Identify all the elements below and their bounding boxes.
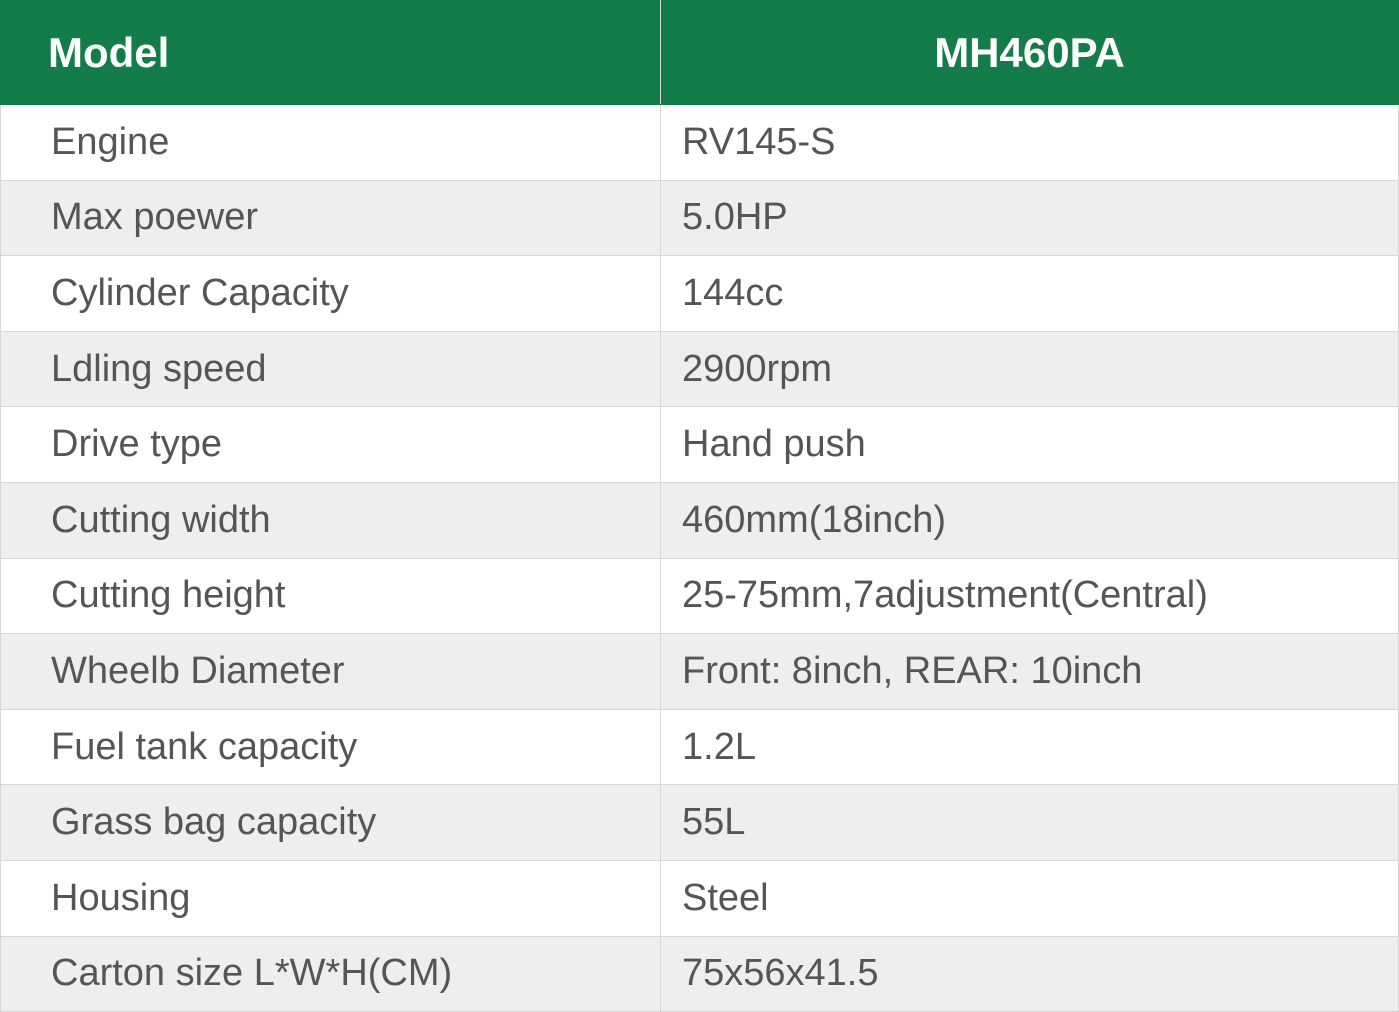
header-row: Model MH460PA: [0, 0, 1399, 105]
table-row: Wheelb Diameter Front: 8inch, REAR: 10inc…: [0, 633, 1399, 710]
spec-label: Ldling speed: [0, 330, 661, 408]
spec-value: 5.0HP: [660, 179, 1399, 257]
spec-value: 75x56x41.5: [660, 935, 1399, 1012]
spec-value: Front: 8inch, REAR: 10inch: [660, 633, 1399, 710]
table-row: Ldling speed 2900rpm: [0, 330, 1399, 408]
spec-value: 25-75mm,7adjustment(Central): [660, 557, 1399, 635]
table-row: Housing Steel: [0, 859, 1399, 937]
spec-value: 55L: [660, 784, 1399, 861]
spec-value: 1.2L: [660, 708, 1399, 786]
table-row: Drive type Hand push: [0, 406, 1399, 483]
spec-label: Fuel tank capacity: [0, 708, 661, 786]
table-row: Cutting width 460mm(18inch): [0, 481, 1399, 559]
table-row: Max poewer 5.0HP: [0, 179, 1399, 257]
spec-value: 2900rpm: [660, 330, 1399, 408]
table-row: Grass bag capacity 55L: [0, 784, 1399, 861]
spec-value: 144cc: [660, 255, 1399, 332]
table-row: Cylinder Capacity 144cc: [0, 255, 1399, 332]
spec-label: Cutting width: [0, 481, 661, 559]
spec-label: Housing: [0, 859, 661, 937]
spec-label: Cutting height: [0, 557, 661, 635]
table-row: Fuel tank capacity 1.2L: [0, 708, 1399, 786]
spec-label: Drive type: [0, 406, 661, 483]
header-model: MH460PA: [660, 0, 1399, 105]
spec-label: Grass bag capacity: [0, 784, 661, 861]
spec-value: Hand push: [660, 406, 1399, 483]
spec-value: Steel: [660, 859, 1399, 937]
spec-value: RV145-S: [660, 104, 1399, 181]
spec-label: Cylinder Capacity: [0, 255, 661, 332]
spec-label: Engine: [0, 104, 661, 181]
spec-value: 460mm(18inch): [660, 481, 1399, 559]
spec-label: Wheelb Diameter: [0, 633, 661, 710]
spec-label: Carton size L*W*H(CM): [0, 935, 661, 1012]
spec-label: Max poewer: [0, 179, 661, 257]
table-row: Carton size L*W*H(CM) 75x56x41.5: [0, 935, 1399, 1012]
table-row: Engine RV145-S: [0, 104, 1399, 181]
table-row: Cutting height 25-75mm,7adjustment(Centra…: [0, 557, 1399, 635]
header-label: Model: [0, 0, 661, 105]
